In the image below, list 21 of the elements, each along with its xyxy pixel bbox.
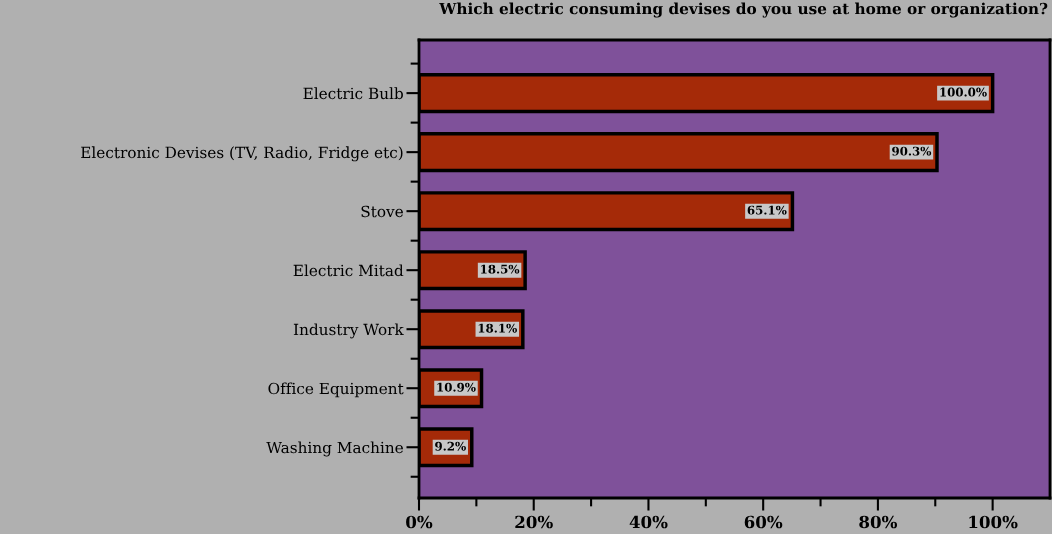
x-tick-label: 60% <box>744 515 783 529</box>
x-tick-label: 20% <box>515 515 553 529</box>
y-tick-label: Electric Mitad <box>293 264 404 277</box>
x-tick-label: 0% <box>406 515 433 529</box>
data-label: 18.1% <box>478 323 517 333</box>
data-label: 65.1% <box>747 205 787 215</box>
y-tick-label: Electric Bulb <box>303 87 403 100</box>
data-label: 90.3% <box>892 146 932 156</box>
x-tick-label: 100% <box>969 515 1018 529</box>
y-tick-label: Industry Work <box>293 323 404 339</box>
y-tick-label: Stove <box>361 205 403 218</box>
y-tick-label: Electronic Devises (TV, Radio, Fridge etc) <box>81 146 403 162</box>
data-label: 100.0% <box>940 87 987 97</box>
data-label: 9.2% <box>435 441 466 451</box>
x-tick-label: 40% <box>629 515 668 529</box>
x-tick-label: 80% <box>859 515 898 529</box>
y-tick-label: Office Equipment <box>268 382 404 398</box>
data-label: 18.5% <box>481 264 520 274</box>
y-tick-label: Washing Machine <box>266 441 403 457</box>
data-label: 10.9% <box>437 382 476 392</box>
chart-title: Which electric consuming devises do you use at home or organization? <box>439 2 1048 18</box>
